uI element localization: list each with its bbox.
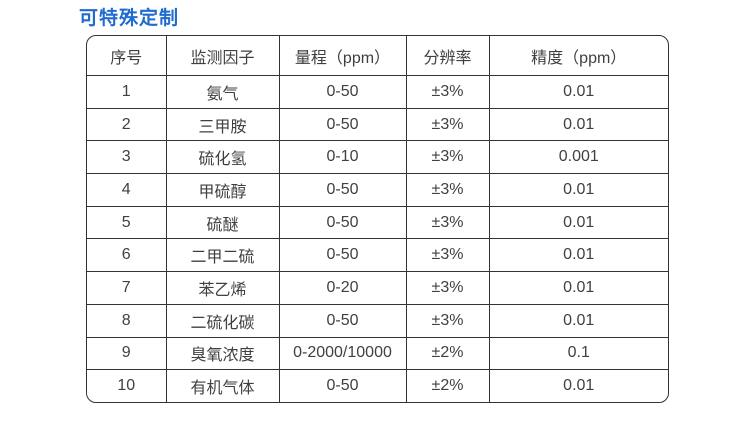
table-header-row: 序号 监测因子 量程（ppm） 分辨率 精度（ppm） [87,36,668,76]
table-cell: 甲硫醇 [166,173,280,207]
table-cell: ±3% [406,271,490,305]
table-cell: 5 [87,206,167,240]
table-cell: ±2% [406,337,490,371]
table-row: 8 二硫化碳 0-50 ±3% 0.01 [87,304,668,338]
table-cell: ±3% [406,173,490,207]
table-cell: 0.01 [563,377,595,395]
table-cell: 0.01 [489,304,668,338]
table-cell: 0-10 [279,140,407,175]
table-cell: 0-50 [279,206,407,240]
table-cell: 0.01 [489,206,668,240]
table-row: 6 二甲二硫 0-50 ±3% 0.01 [87,238,668,273]
table-cell: 2 [87,108,167,142]
table-cell: 0.001 [489,140,668,175]
table-cell: 氨气 [166,75,280,109]
header-cell-range: 量程（ppm） [279,36,407,76]
table-cell: 臭氧浓度 [166,337,280,371]
table-cell: 4 [87,173,167,207]
table-cell: 0.01 [489,271,668,305]
table-cell: 9 [87,337,167,371]
table-cell: 0.01 [489,238,668,273]
table-cell: 0-50 [279,75,407,109]
table-row: 10 有机气体 0-50 ±2% 0.01 [87,369,668,402]
table-cell: 0.1 [489,337,668,371]
table-cell: ±3% [406,108,490,142]
table-cell: 0-50 [279,108,407,142]
table-cell: ±3% [406,140,490,175]
table-row: 5 硫醚 0-50 ±3% 0.01 [87,206,668,240]
page-title: 可特殊定制 [79,8,180,29]
table-cell: 0.01 [489,108,668,142]
table-cell: 有机气体 [166,369,280,402]
table-cell: ±3% [406,206,490,240]
table-cell: 8 [87,304,167,338]
table-cell: 0.01 [489,75,668,109]
table-cell: 0.01 [489,173,668,207]
table-row: 7 苯乙烯 0-20 ±3% 0.01 [87,271,668,305]
table-cell: 0-50 [279,304,407,338]
table-row: 1 氨气 0-50 ±3% 0.01 [87,75,668,109]
header-cell-factor: 监测因子 [166,36,280,76]
table-cell: ±2% [406,369,490,402]
table-cell: 0-50 [279,369,407,402]
spec-table: 序号 监测因子 量程（ppm） 分辨率 精度（ppm） 1 氨气 0-50 ±3% 0.… [87,36,668,402]
table-cell: 0-2000/10000 [279,337,407,371]
table-cell: 0-50 [279,173,407,207]
table-cell: 硫化氢 [166,140,280,175]
table-row: 2 三甲胺 0-50 ±3% 0.01 [87,108,668,142]
table-cell: 三甲胺 [166,108,280,142]
header-cell-precision: 精度（ppm） [489,36,668,76]
table-cell: 0-20 [279,271,407,305]
table-cell: 3 [87,140,167,175]
table-row: 3 硫化氢 0-10 ±3% 0.001 [87,140,668,175]
table-cell: 10 [87,369,167,402]
table-cell: 二硫化碳 [166,304,280,338]
spec-table-container: 序号 监测因子 量程（ppm） 分辨率 精度（ppm） 1 氨气 0-50 ±3% 0.… [86,35,669,403]
table-cell: 二甲二硫 [166,238,280,273]
table-cell: 硫醚 [166,206,280,240]
table-cell: 1 [87,75,167,109]
table-row: 4 甲硫醇 0-50 ±3% 0.01 [87,173,668,207]
table-cell: ±3% [406,75,490,109]
table-body: 1 氨气 0-50 ±3% 0.01 2 三甲胺 0-50 ±3% 0.01 3 硫化氢 0-10 ±3%… [87,75,668,402]
table-cell: 6 [87,238,167,273]
table-row: 9 臭氧浓度 0-2000/10000 ±2% 0.1 [87,337,668,371]
table-cell: 苯乙烯 [166,271,280,305]
table-cell: ±3% [406,304,490,338]
table-cell: 7 [87,271,167,305]
table-cell: 0-50 [279,238,407,273]
table-cell: ±3% [406,238,490,273]
header-cell-resolution: 分辨率 [406,36,490,76]
header-cell-index: 序号 [87,36,167,76]
